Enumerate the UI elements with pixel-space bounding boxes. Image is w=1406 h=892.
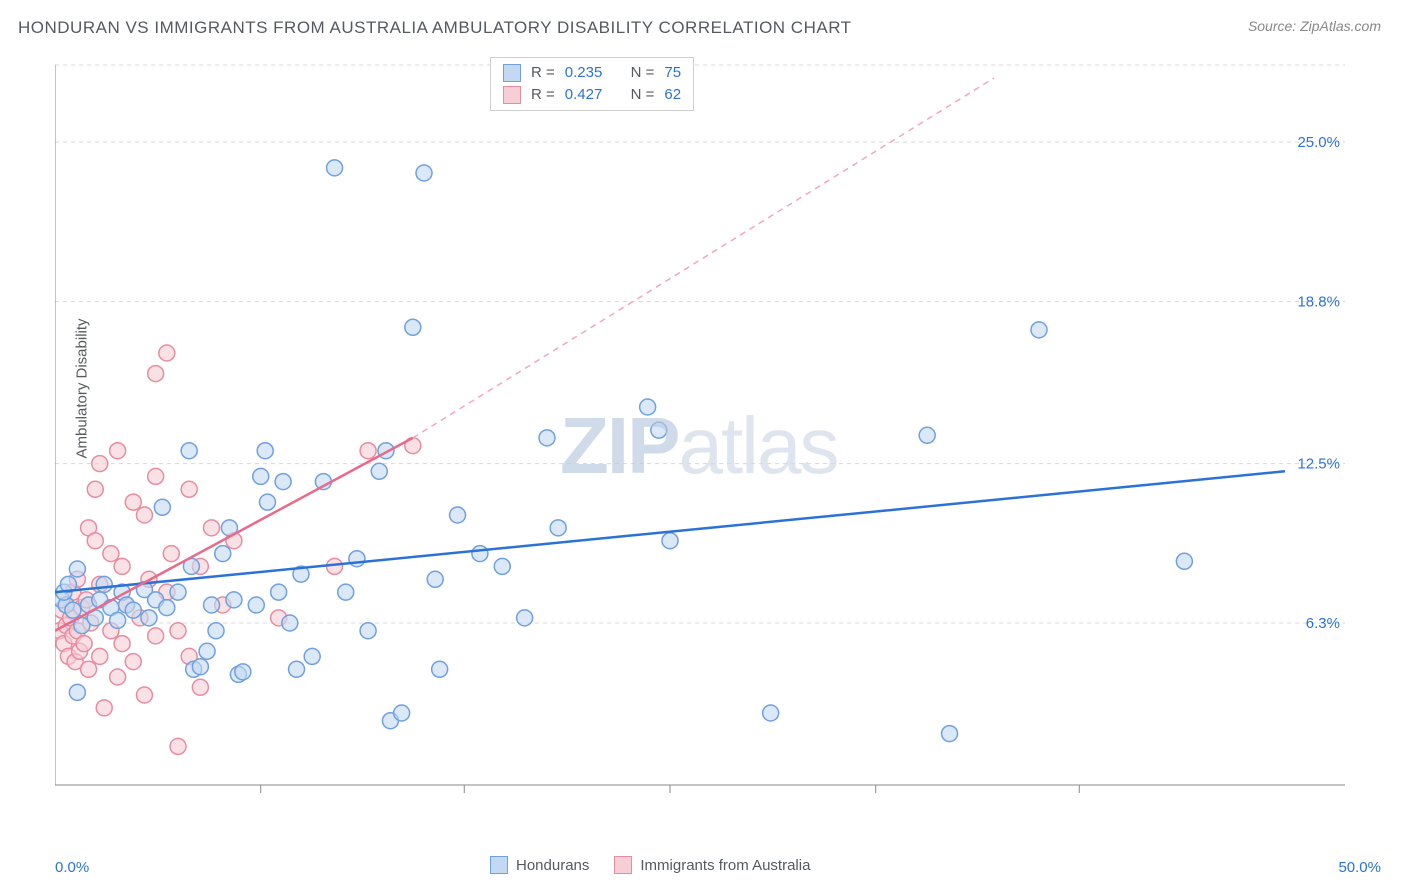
legend-item-series2: Immigrants from Australia [614,856,810,874]
svg-text:25.0%: 25.0% [1297,134,1340,151]
r-value-series2: 0.427 [565,84,603,106]
legend-item-series1: Hondurans [490,856,589,874]
n-label: N = [631,84,655,106]
swatch-series1 [503,64,521,82]
series1-name: Hondurans [516,857,589,874]
chart-title: HONDURAN VS IMMIGRANTS FROM AUSTRALIA AM… [18,18,852,38]
swatch-series2 [503,86,521,104]
series2-name: Immigrants from Australia [640,857,810,874]
n-value-series2: 62 [664,84,681,106]
correlation-legend: R = 0.235 N = 75 R = 0.427 N = 62 [490,57,694,111]
series-legend: Hondurans Immigrants from Australia [490,856,810,874]
svg-text:12.5%: 12.5% [1297,456,1340,473]
swatch-series2-bottom [614,856,632,874]
x-axis-min-label: 0.0% [55,859,89,876]
r-value-series1: 0.235 [565,62,603,84]
source-attribution: Source: ZipAtlas.com [1248,18,1381,34]
r-label: R = [531,84,555,106]
chart-plot-area: 6.3% 12.5% 18.8% 25.0% [55,55,1345,825]
n-value-series1: 75 [664,62,681,84]
n-label: N = [631,62,655,84]
svg-text:18.8%: 18.8% [1297,294,1340,311]
svg-text:6.3%: 6.3% [1306,615,1340,632]
scatter-chart-svg: 6.3% 12.5% 18.8% 25.0% [55,55,1345,825]
legend-row-series1: R = 0.235 N = 75 [503,62,681,84]
swatch-series1-bottom [490,856,508,874]
legend-row-series2: R = 0.427 N = 62 [503,84,681,106]
x-axis-max-label: 50.0% [1338,859,1381,876]
r-label: R = [531,62,555,84]
